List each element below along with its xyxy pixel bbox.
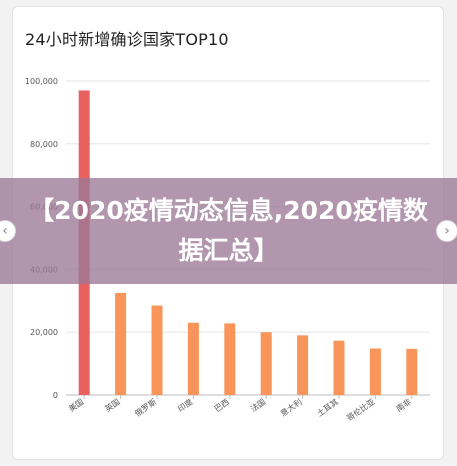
x-tick-label: 巴西 <box>213 397 231 414</box>
bar <box>151 305 163 395</box>
bar <box>333 340 345 395</box>
x-tick-label: 美国 <box>67 396 86 413</box>
x-axis-ticks: 美国 英国 俄罗斯 印度 巴西 法国 意大利 土耳其 哥伦比亚 南非 <box>67 395 413 423</box>
x-tick-label: 土耳其 <box>315 396 340 418</box>
x-tick-label: 意大利 <box>278 396 303 418</box>
x-tick-label: 法国 <box>249 396 268 413</box>
x-tick-label: 英国 <box>103 396 122 413</box>
y-tick-label: 20,000 <box>30 328 58 337</box>
x-tick-label: 哥伦比亚 <box>345 396 377 423</box>
bar <box>224 323 236 395</box>
headline-text: 【2020疫情动态信息,2020疫情数据汇总】 <box>29 196 428 265</box>
bar <box>297 335 309 395</box>
y-tick-label: 100,000 <box>25 77 58 86</box>
bar <box>369 348 381 395</box>
chevron-left-icon: ‹ <box>2 223 8 239</box>
next-arrow-button[interactable]: › <box>436 220 457 242</box>
prev-arrow-button[interactable]: ‹ <box>0 220 16 242</box>
bar <box>260 332 272 395</box>
chart-title: 24小时新增确诊国家TOP10 <box>25 30 229 49</box>
y-tick-label: 80,000 <box>30 140 58 149</box>
chevron-right-icon: › <box>444 223 450 239</box>
bar <box>115 292 127 395</box>
y-tick-label: 0 <box>53 391 58 400</box>
x-tick-label: 俄罗斯 <box>133 396 158 418</box>
x-tick-label: 南非 <box>394 396 413 413</box>
bar <box>406 348 418 395</box>
bar <box>187 322 199 395</box>
x-tick-label: 印度 <box>176 396 195 413</box>
headline-banner[interactable]: 【2020疫情动态信息,2020疫情数据汇总】 <box>0 178 457 284</box>
